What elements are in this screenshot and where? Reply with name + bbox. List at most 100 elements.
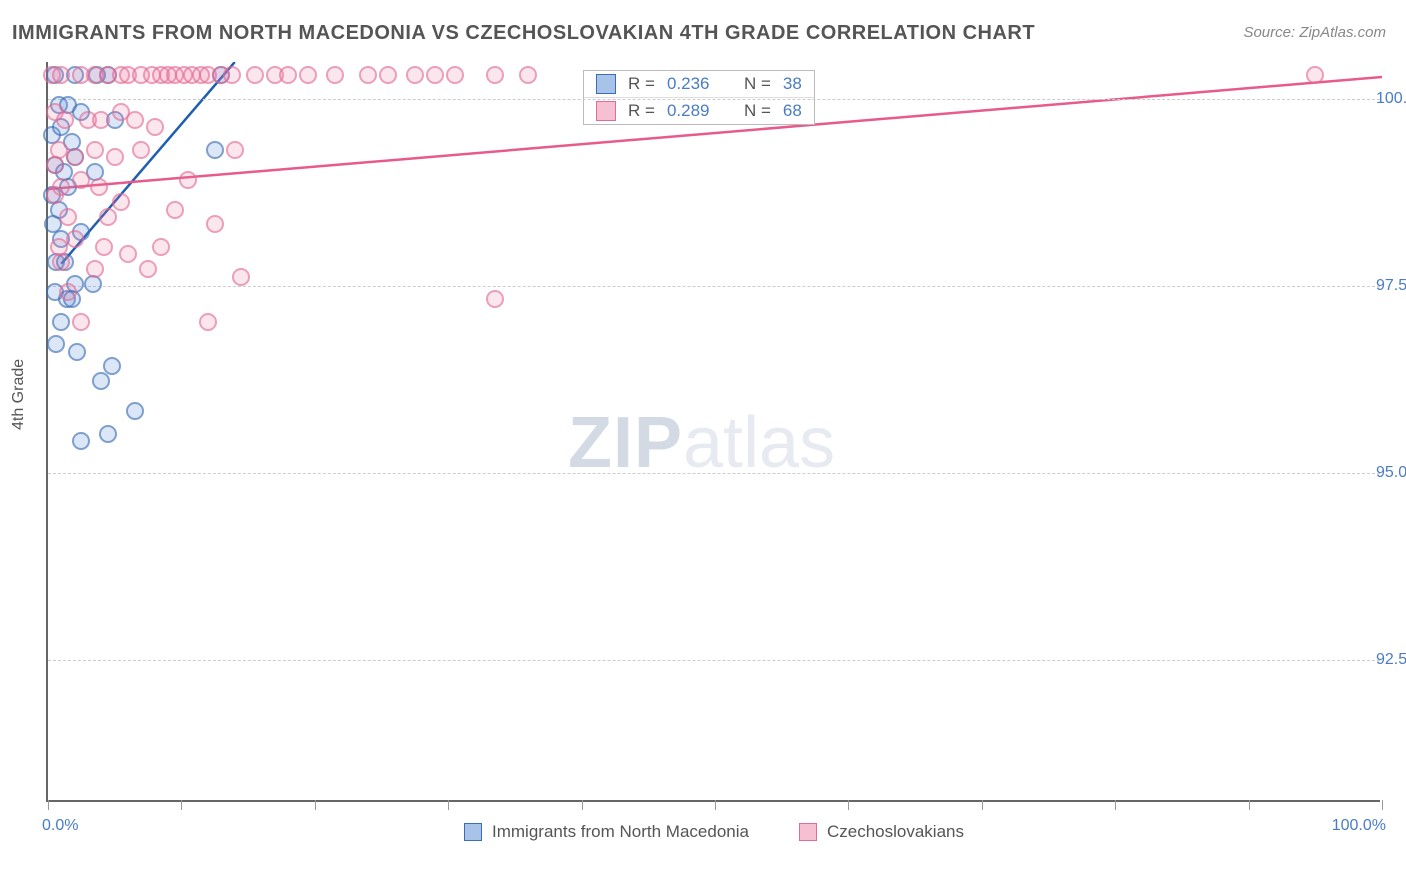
scatter-marker [326, 66, 344, 84]
plot-area: ZIPatlas R = 0.236 N = 38 R = 0.289 N = … [46, 62, 1380, 802]
x-tick [1115, 800, 1116, 810]
watermark-atlas: atlas [683, 403, 835, 483]
r-label: R = [628, 74, 655, 94]
legend-swatch-bottom-2 [799, 823, 817, 841]
r-value-2: 0.289 [667, 101, 722, 121]
legend-swatch-1 [596, 74, 616, 94]
scatter-marker [226, 141, 244, 159]
chart-title: IMMIGRANTS FROM NORTH MACEDONIA VS CZECH… [12, 22, 1035, 45]
scatter-marker [46, 186, 64, 204]
scatter-marker [486, 66, 504, 84]
watermark-zip: ZIP [568, 403, 683, 483]
scatter-marker [103, 357, 121, 375]
scatter-marker [66, 230, 84, 248]
scatter-marker [199, 313, 217, 331]
legend-swatch-bottom-1 [464, 823, 482, 841]
scatter-marker [446, 66, 464, 84]
legend-row-series1: R = 0.236 N = 38 [584, 71, 814, 98]
n-value-1: 38 [783, 74, 802, 94]
scatter-marker [56, 111, 74, 129]
scatter-marker [246, 66, 264, 84]
x-tick [982, 800, 983, 810]
x-tick [582, 800, 583, 810]
scatter-marker [52, 66, 70, 84]
source-label: Source: ZipAtlas.com [1243, 24, 1386, 41]
scatter-marker [52, 313, 70, 331]
legend-item-2: Czechoslovakians [799, 822, 964, 842]
scatter-marker [119, 245, 137, 263]
scatter-marker [52, 253, 70, 271]
scatter-marker [206, 215, 224, 233]
x-tick [48, 800, 49, 810]
scatter-marker [299, 66, 317, 84]
scatter-marker [66, 148, 84, 166]
legend-row-series2: R = 0.289 N = 68 [584, 98, 814, 124]
scatter-marker [95, 238, 113, 256]
r-label: R = [628, 101, 655, 121]
scatter-marker [92, 372, 110, 390]
x-tick [181, 800, 182, 810]
scatter-marker [59, 283, 77, 301]
scatter-marker [92, 111, 110, 129]
scatter-marker [426, 66, 444, 84]
scatter-marker [72, 313, 90, 331]
scatter-marker [206, 141, 224, 159]
scatter-marker [132, 141, 150, 159]
scatter-marker [106, 148, 124, 166]
scatter-marker [406, 66, 424, 84]
scatter-marker [126, 111, 144, 129]
gridline [48, 286, 1380, 287]
r-value-1: 0.236 [667, 74, 722, 94]
scatter-marker [99, 208, 117, 226]
scatter-marker [179, 171, 197, 189]
scatter-marker [72, 171, 90, 189]
scatter-marker [223, 66, 241, 84]
scatter-marker [146, 118, 164, 136]
legend-label-2: Czechoslovakians [827, 822, 964, 842]
x-tick [1249, 800, 1250, 810]
gridline [48, 99, 1380, 100]
scatter-marker [90, 178, 108, 196]
scatter-marker [99, 425, 117, 443]
scatter-marker [1306, 66, 1324, 84]
trend-lines [48, 62, 1382, 802]
x-tick [315, 800, 316, 810]
scatter-marker [86, 260, 104, 278]
scatter-marker [232, 268, 250, 286]
correlation-legend: R = 0.236 N = 38 R = 0.289 N = 68 [583, 70, 815, 125]
scatter-marker [486, 290, 504, 308]
scatter-marker [59, 208, 77, 226]
scatter-marker [126, 402, 144, 420]
legend-label-1: Immigrants from North Macedonia [492, 822, 749, 842]
scatter-marker [46, 156, 64, 174]
scatter-marker [279, 66, 297, 84]
scatter-marker [112, 193, 130, 211]
n-value-2: 68 [783, 101, 802, 121]
y-tick-label: 95.0% [1376, 464, 1406, 482]
legend-swatch-2 [596, 101, 616, 121]
scatter-marker [166, 201, 184, 219]
scatter-marker [68, 343, 86, 361]
y-tick-label: 97.5% [1376, 277, 1406, 295]
scatter-marker [152, 238, 170, 256]
scatter-marker [379, 66, 397, 84]
scatter-marker [139, 260, 157, 278]
scatter-marker [47, 335, 65, 353]
x-tick [1382, 800, 1383, 810]
scatter-marker [86, 141, 104, 159]
x-tick [848, 800, 849, 810]
y-tick-label: 92.5% [1376, 651, 1406, 669]
y-axis-label: 4th Grade [10, 359, 28, 430]
x-tick [715, 800, 716, 810]
scatter-marker [72, 432, 90, 450]
x-tick [448, 800, 449, 810]
scatter-marker [50, 238, 68, 256]
n-label: N = [744, 74, 771, 94]
legend-item-1: Immigrants from North Macedonia [464, 822, 749, 842]
gridline [48, 660, 1380, 661]
gridline [48, 473, 1380, 474]
series-legend: Immigrants from North Macedonia Czechosl… [48, 822, 1380, 842]
n-label: N = [744, 101, 771, 121]
watermark: ZIPatlas [568, 402, 835, 484]
y-tick-label: 100.0% [1376, 90, 1406, 108]
